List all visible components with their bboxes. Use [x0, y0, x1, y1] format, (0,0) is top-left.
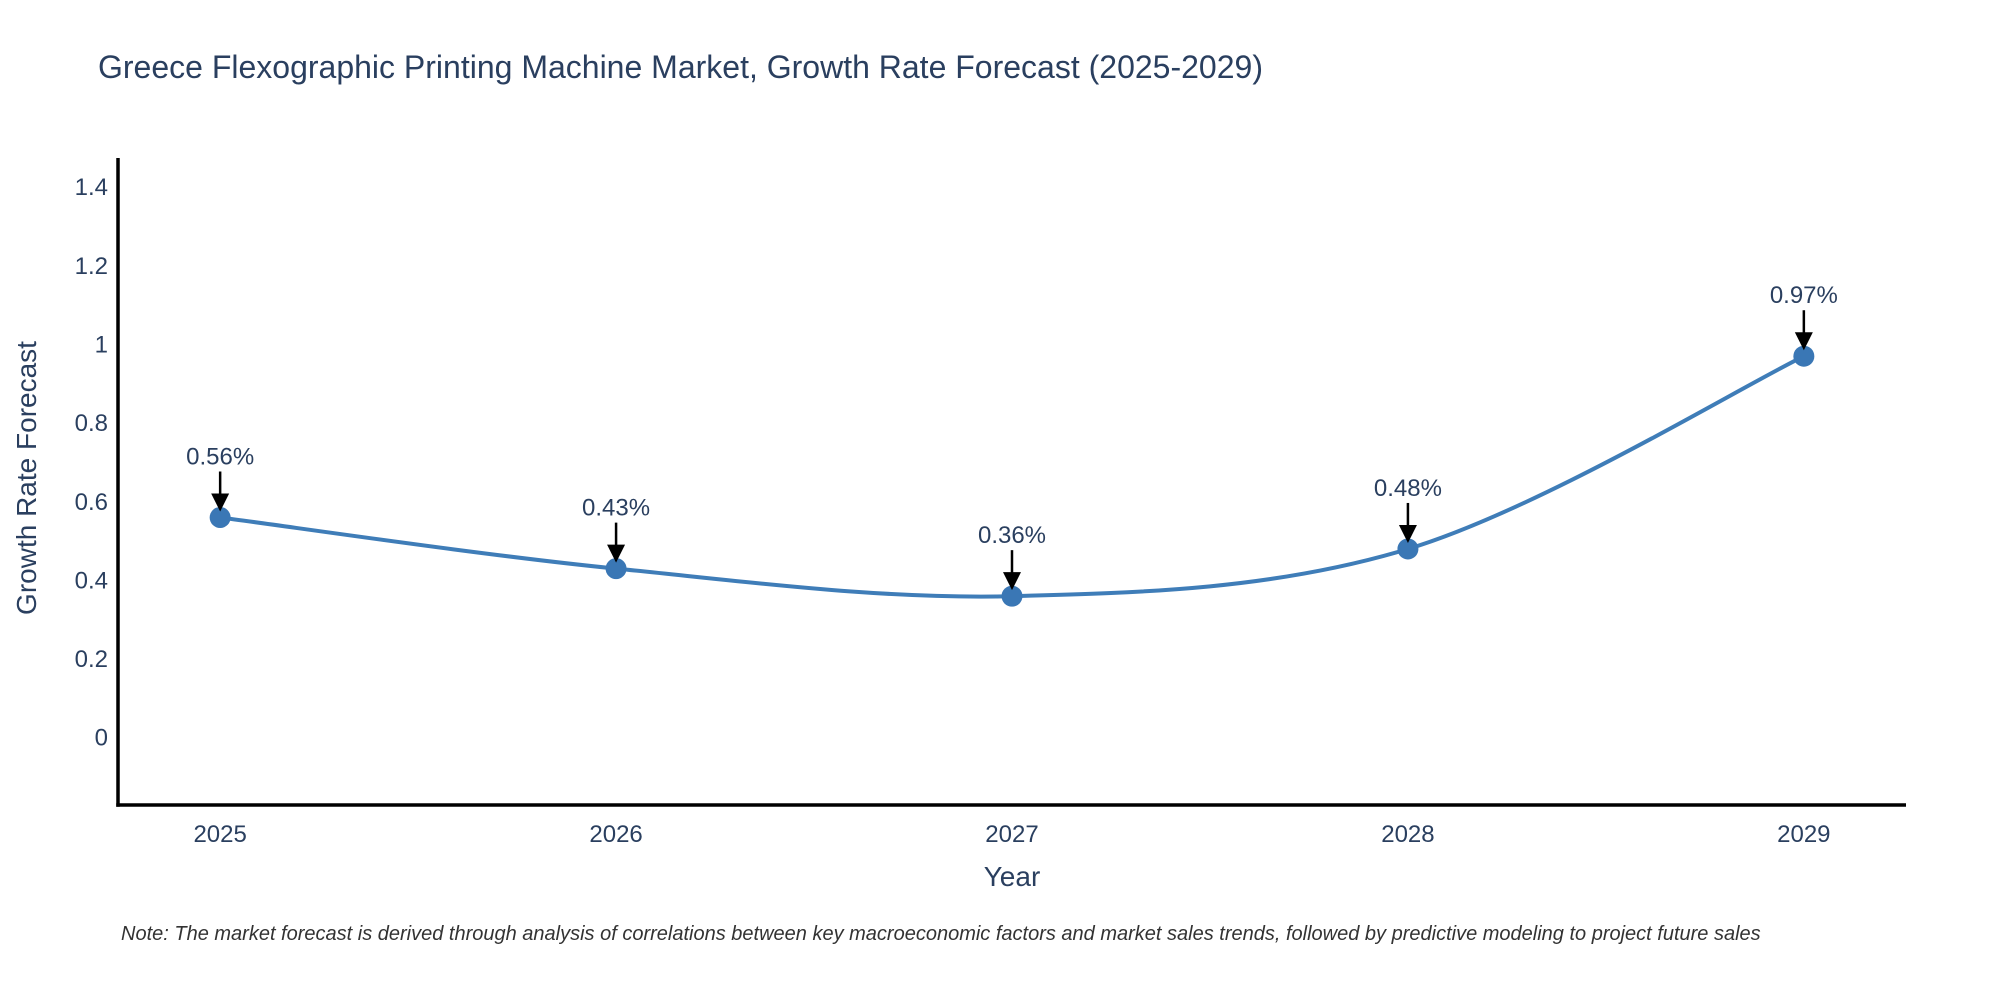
y-tick-label: 1	[95, 331, 108, 358]
data-point	[605, 558, 627, 580]
y-tick-label: 0.6	[75, 489, 108, 516]
chart-title: Greece Flexographic Printing Machine Mar…	[98, 49, 1263, 85]
data-point-label: 0.97%	[1770, 282, 1838, 309]
y-tick-label: 0.8	[75, 410, 108, 437]
x-axis-title: Year	[983, 861, 1041, 892]
annotation-arrowhead	[211, 493, 230, 512]
data-point-label: 0.43%	[582, 495, 650, 522]
footnote: Note: The market forecast is derived thr…	[121, 924, 1761, 944]
annotation-arrowhead	[1398, 524, 1417, 543]
y-tick-label: 0.4	[75, 567, 108, 594]
y-tick-label: 0.2	[75, 646, 108, 673]
x-tick-label: 2029	[1777, 821, 1830, 848]
data-point	[209, 506, 231, 528]
annotation-arrowhead	[1794, 332, 1813, 351]
y-tick-label: 0	[95, 725, 108, 752]
data-point-label: 0.48%	[1374, 475, 1442, 502]
x-tick-label: 2027	[985, 821, 1038, 848]
x-tick-label: 2026	[589, 821, 642, 848]
x-tick-label: 2028	[1381, 821, 1434, 848]
data-point	[1793, 345, 1815, 367]
x-tick-label: 2025	[193, 821, 246, 848]
data-point-label: 0.36%	[978, 522, 1046, 549]
y-tick-label: 1.4	[75, 174, 108, 201]
data-point	[1397, 538, 1419, 560]
data-point	[1001, 585, 1023, 607]
annotation-arrowhead	[607, 544, 626, 563]
annotation-arrowhead	[1003, 572, 1021, 591]
data-point-label: 0.56%	[186, 443, 254, 470]
y-tick-label: 1.2	[75, 253, 108, 280]
